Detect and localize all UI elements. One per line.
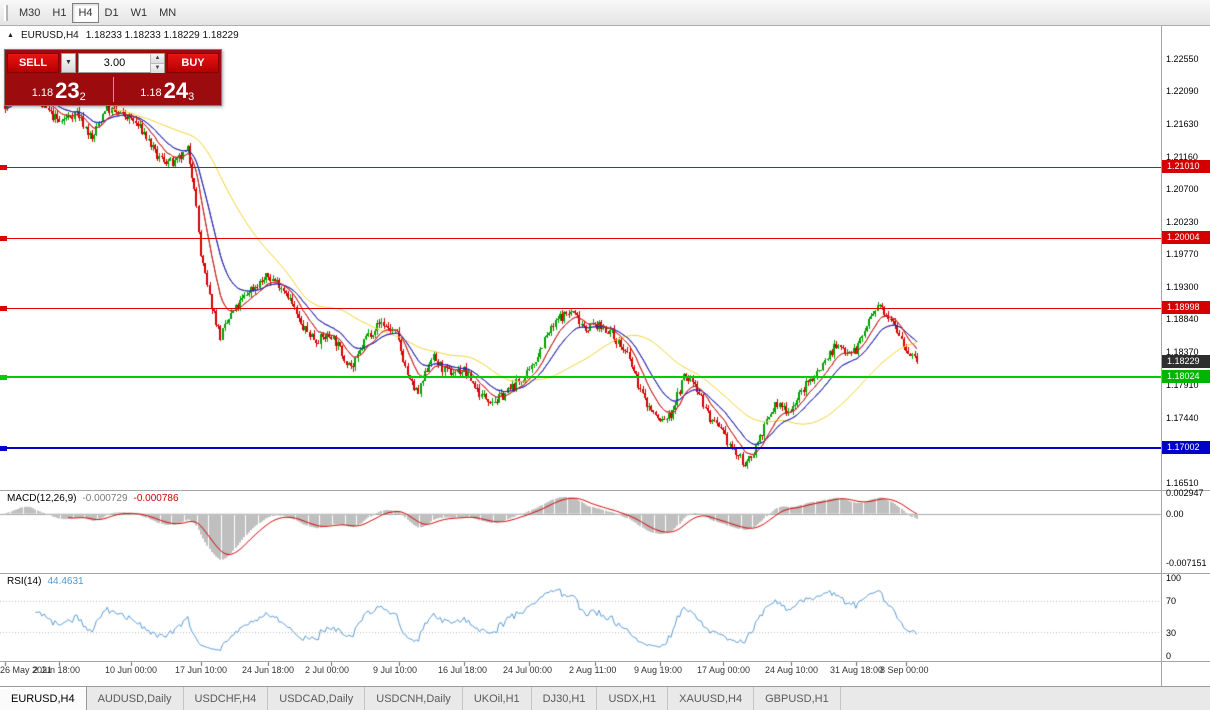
chart-tab-label: EURUSD,H4 (11, 692, 75, 705)
timeframe-button-label: H1 (52, 6, 67, 19)
macd-signal-value: -0.000786 (133, 493, 179, 504)
chart-tab-label: USDCAD,Daily (279, 692, 354, 705)
chart-tab-label: GBPUSD,H1 (765, 692, 829, 705)
bid-prefix: 1.18 (31, 87, 54, 99)
chart-tab[interactable]: EURUSD,H4 (0, 687, 87, 710)
bid-pip-digit: 2 (79, 91, 86, 103)
chart-tab-label: UKOil,H1 (473, 692, 520, 705)
timeframe-button-label: MN (159, 6, 177, 19)
timeframe-button[interactable]: H1 (46, 3, 72, 23)
timeframe-button-label: W1 (130, 6, 148, 19)
timeframe-button-label: D1 (104, 6, 119, 19)
timeframe-toolbar: M30 H1 H4 D1 W1 MN (0, 0, 1210, 26)
ask-big-digits: 24 (163, 78, 189, 103)
time-axis-separator (0, 661, 1210, 662)
timeframe-button[interactable]: H4 (72, 2, 99, 23)
timeframe-button[interactable]: MN (153, 3, 182, 23)
ohlc-readout: 1.18233 1.18233 1.18229 1.18229 (85, 30, 239, 41)
bid-price: 1.18 23 2 (5, 74, 113, 105)
trade-options-caret-button[interactable]: ▼ (61, 52, 76, 73)
price-hline[interactable] (0, 376, 1161, 378)
volume-spin-down-icon[interactable]: ▼ (151, 62, 164, 73)
price-hline[interactable] (0, 447, 1161, 449)
ask-price: 1.18 24 3 (114, 74, 222, 105)
rsi-indicator-header: RSI(14) 44.4631 (7, 576, 84, 587)
chart-tab-label: USDCHF,H4 (194, 692, 257, 705)
chart-canvas[interactable] (0, 0, 1210, 686)
chart-tab-label: DJ30,H1 (542, 692, 586, 705)
ask-pip-digit: 3 (188, 91, 195, 103)
chart-tab[interactable]: GBPUSD,H1 (754, 687, 841, 710)
timeframe-button-label: M30 (19, 6, 41, 19)
bid-ask-divider (112, 77, 114, 102)
rsi-panel-separator[interactable] (0, 573, 1210, 574)
macd-label: MACD(12,26,9) (7, 493, 77, 504)
toolbar-grip[interactable] (4, 4, 8, 21)
ask-prefix: 1.18 (140, 87, 162, 99)
volume-input[interactable] (79, 53, 150, 72)
price-hline[interactable] (0, 308, 1161, 309)
chart-ohlc-header: ▲ EURUSD,H4 1.18233 1.18233 1.18229 1.18… (7, 30, 239, 41)
timeframe-button[interactable]: D1 (99, 3, 125, 23)
chart-tab[interactable]: DJ30,H1 (532, 687, 598, 710)
rsi-label: RSI(14) (7, 576, 42, 587)
chart-tab[interactable]: USDCNH,Daily (365, 687, 463, 710)
timeframe-button[interactable]: W1 (125, 3, 154, 23)
chart-tab[interactable]: USDCHF,H4 (184, 687, 269, 710)
chart-tab-label: USDCNH,Daily (376, 692, 451, 705)
price-hline[interactable] (0, 238, 1161, 239)
chart-tab-label: AUDUSD,Daily (97, 692, 172, 705)
chart-tab[interactable]: USDX,H1 (597, 687, 669, 710)
macd-main-value: -0.000729 (82, 493, 128, 504)
chart-symbol-label: EURUSD,H4 (20, 30, 79, 41)
chart-tab[interactable]: AUDUSD,Daily (87, 687, 184, 710)
timeframe-button-label: H4 (78, 6, 93, 19)
volume-spin-up-icon[interactable]: ▲ (151, 53, 164, 63)
price-hline[interactable] (0, 167, 1161, 168)
chart-tab[interactable]: UKOil,H1 (463, 687, 532, 710)
bid-big-digits: 23 (55, 78, 80, 103)
chart-tab[interactable]: USDCAD,Daily (268, 687, 366, 710)
chart-tab[interactable]: XAUUSD,H4 (668, 687, 755, 710)
one-click-trading-panel: SELL ▼ ▲ ▼ BUY 1.18 23 2 1.18 24 (4, 49, 222, 106)
sell-button[interactable]: SELL (7, 52, 59, 73)
chart-tab-label: USDX,H1 (608, 692, 657, 705)
timeframe-buttons: M30 H1 H4 D1 W1 MN (13, 2, 182, 23)
symbol-arrow-icon: ▲ (7, 32, 14, 39)
chart-tabs-bar: EURUSD,H4 AUDUSD,Daily USDCHF,H4 USDCAD,… (0, 686, 1210, 710)
volume-box: ▲ ▼ (78, 52, 165, 73)
macd-panel-separator[interactable] (0, 490, 1210, 491)
timeframe-button[interactable]: M30 (13, 3, 46, 23)
macd-indicator-header: MACD(12,26,9) -0.000729 -0.000786 (7, 493, 179, 504)
rsi-value: 44.4631 (47, 576, 84, 587)
caret-down-icon: ▼ (65, 59, 72, 66)
volume-spinner: ▲ ▼ (150, 53, 164, 73)
buy-button[interactable]: BUY (167, 52, 219, 73)
chart-tab-label: XAUUSD,H4 (679, 692, 743, 705)
price-scale-separator (1161, 26, 1162, 686)
